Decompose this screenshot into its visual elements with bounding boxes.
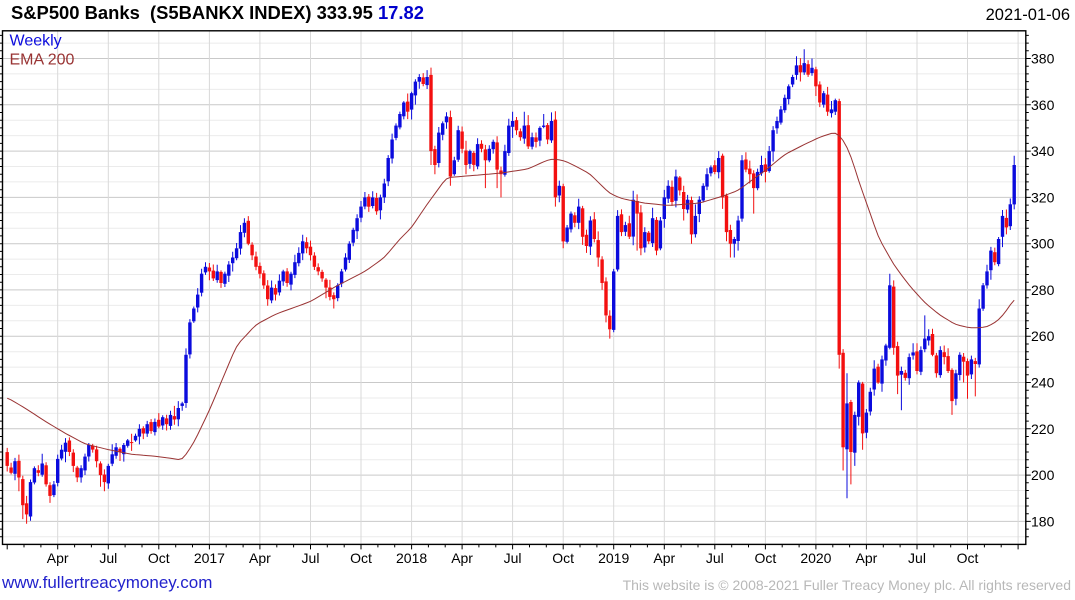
svg-text:300: 300 (1031, 236, 1055, 252)
svg-text:2019: 2019 (598, 550, 629, 566)
svg-text:320: 320 (1031, 189, 1055, 205)
svg-text:Oct: Oct (755, 550, 777, 566)
svg-text:220: 220 (1031, 421, 1055, 437)
svg-text:Weekly: Weekly (10, 33, 62, 50)
svg-text:Jul: Jul (908, 550, 926, 566)
svg-text:EMA 200: EMA 200 (10, 52, 75, 69)
svg-text:180: 180 (1031, 513, 1055, 529)
svg-text:280: 280 (1031, 282, 1055, 298)
svg-text:Jul: Jul (302, 550, 320, 566)
svg-text:2018: 2018 (396, 550, 427, 566)
svg-text:Jul: Jul (504, 550, 522, 566)
svg-text:Jul: Jul (99, 550, 117, 566)
svg-text:Oct: Oct (552, 550, 574, 566)
svg-text:Jul: Jul (706, 550, 724, 566)
svg-text:340: 340 (1031, 143, 1055, 159)
svg-text:200: 200 (1031, 467, 1055, 483)
svg-text:Oct: Oct (148, 550, 170, 566)
svg-text:240: 240 (1031, 375, 1055, 391)
svg-text:2020: 2020 (800, 550, 831, 566)
svg-text:Oct: Oct (350, 550, 372, 566)
svg-text:Apr: Apr (856, 550, 878, 566)
svg-text:2017: 2017 (194, 550, 225, 566)
svg-text:360: 360 (1031, 97, 1055, 113)
svg-text:Apr: Apr (451, 550, 473, 566)
svg-text:260: 260 (1031, 328, 1055, 344)
svg-text:Apr: Apr (249, 550, 271, 566)
svg-text:380: 380 (1031, 51, 1055, 67)
svg-text:Apr: Apr (47, 550, 69, 566)
svg-text:Apr: Apr (653, 550, 675, 566)
svg-text:Oct: Oct (957, 550, 979, 566)
